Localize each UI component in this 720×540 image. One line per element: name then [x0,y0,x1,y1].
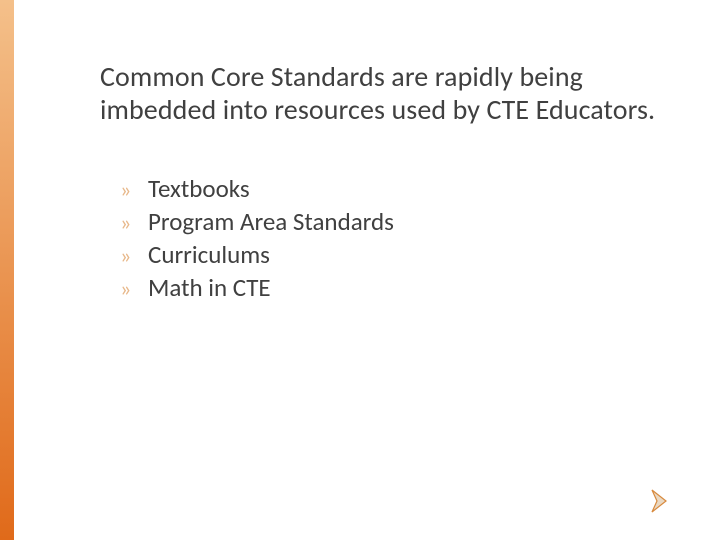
content-area: Common Core Standards are rapidly being … [100,60,660,304]
list-item: » Math in CTE [120,271,660,304]
slide: Common Core Standards are rapidly being … [0,0,720,540]
bullet-marker-icon: » [120,274,134,303]
accent-bar [0,0,14,540]
bullet-marker-icon: » [120,241,134,270]
list-item: » Curriculums [120,238,660,271]
bullet-marker-icon: » [120,175,134,204]
list-item-label: Program Area Standards [148,205,394,238]
slide-heading: Common Core Standards are rapidly being … [100,60,660,126]
list-item-label: Math in CTE [148,271,271,304]
list-item-label: Curriculums [148,238,270,271]
bullet-list: » Textbooks » Program Area Standards » C… [100,172,660,304]
list-item-label: Textbooks [148,172,250,205]
chevron-right-icon [648,488,674,514]
list-item: » Textbooks [120,172,660,205]
bullet-marker-icon: » [120,208,134,237]
list-item: » Program Area Standards [120,205,660,238]
